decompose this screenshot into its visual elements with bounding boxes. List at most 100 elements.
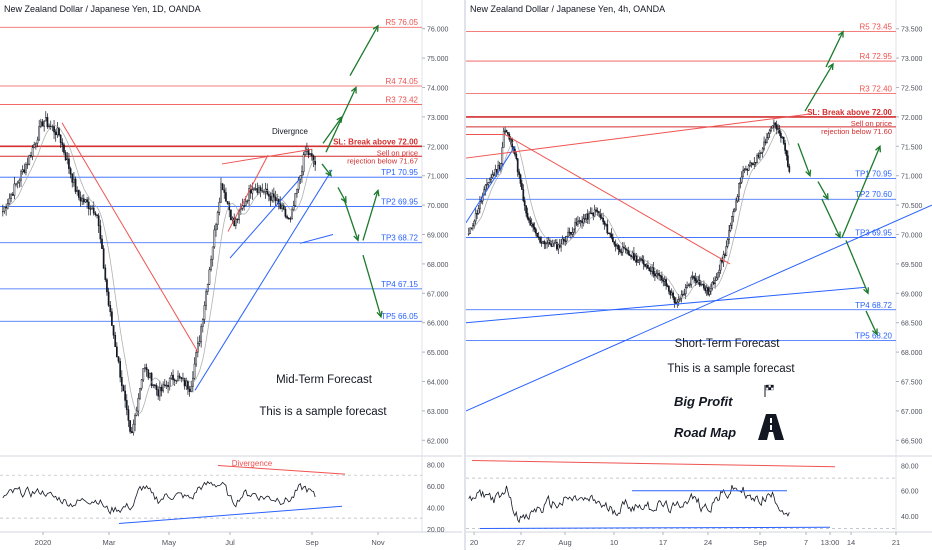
left-sell-note-2: rejection below 71.67 [347,156,418,165]
right-price-tick-label: 72.000 [901,115,923,122]
candle-body [92,207,95,214]
candle-body [193,363,196,379]
candle-body [187,380,189,390]
candle-body [160,387,163,392]
candle-body [41,121,44,127]
right-level-label: SL: Break above 72.00 [807,108,892,117]
candle-body [679,297,681,301]
candle-body [165,384,168,387]
right-level-label: R5 73.45 [860,23,893,32]
right-trendline [465,286,866,324]
right-forecast-arrow-head [871,328,878,336]
right-price-tick-label: 71.000 [901,174,923,181]
candle-body [551,242,554,247]
candle-body [620,251,623,253]
candle-body [627,250,630,255]
candle-body [782,136,785,144]
right-rsi-trendline [471,460,836,468]
candle-body [56,127,59,136]
candle-body [645,264,648,267]
right-time-tick-label: 27 [517,538,525,547]
candle-body [656,273,659,275]
candle-body [158,387,161,397]
candle-body [488,179,491,183]
candle-body [621,246,624,253]
candle-body [635,255,638,263]
candle-body [150,372,153,386]
candle-body [543,241,546,245]
panel-separator[interactable] [464,0,466,550]
left-rsi-trendline [217,465,346,475]
candle-body [586,213,589,220]
left-rsi-trendline [118,505,343,524]
candle-body [102,248,105,269]
candle-body [203,305,206,320]
candle-body [8,198,11,204]
candle-body [86,199,88,203]
candle-body [208,269,211,285]
candle-body [591,212,593,215]
left-trendline [61,122,199,353]
candle-body [777,128,779,130]
candle-body [147,369,150,378]
left-level-label: R3 73.42 [386,96,419,105]
candle-body [640,258,642,260]
candle-body [760,151,763,154]
left-rsi-tick-label: 60.00 [427,484,445,491]
candle-body [205,291,207,306]
right-forecast-arrow [817,181,829,200]
candle-body [633,252,635,261]
candle-body [670,292,673,296]
candle-body [81,198,84,202]
candle-body [23,169,26,173]
right-forecast-arrow-head [822,193,829,201]
right-forecast-arrow-head [827,62,834,71]
candle-body [613,241,616,245]
right-sell-note-2: rejection below 71.60 [821,127,892,136]
candle-body [268,193,270,197]
right-price-tick-label: 69.500 [901,262,923,269]
candle-body [274,196,277,201]
candle-body [638,259,641,261]
candle-body [114,335,117,348]
candle-body [82,198,85,203]
candle-body [684,287,687,295]
candle-body [64,152,67,161]
candle-body [162,384,164,392]
right-time-tick-label: 13:00 [821,538,840,547]
candle-body [663,279,666,282]
candle-body [749,162,751,167]
candle-body [536,233,539,238]
candle-body [144,367,146,369]
right-level-label: TP1 70.95 [855,170,892,179]
candle-body [537,236,540,239]
candle-body [704,287,707,292]
right-price-tick-label: 73.500 [901,27,923,34]
left-level-label: SL: Break above 72.00 [333,137,418,146]
candle-body [302,154,305,172]
right-forecast-arrow-head [837,30,844,38]
right-trendline [465,146,516,224]
candle-body [600,217,603,219]
right-forecast-arrow-head [834,231,841,239]
candle-body [109,305,112,312]
candle-body [474,213,477,222]
candle-body [761,148,764,153]
candle-body [568,231,571,234]
checkered-flag-icon-cell [770,384,774,388]
right-time-tick-label: 10 [610,538,618,547]
candle-body [112,325,115,336]
candle-body [470,227,473,229]
left-forecast-arrow-head [336,115,343,123]
candle-body [33,143,36,149]
left-level-label: R4 74.05 [386,77,419,86]
candle-body [281,205,283,209]
candle-body [10,194,12,199]
candle-body [220,183,222,203]
candle-body [477,208,480,214]
candle-body [677,299,680,303]
candle-body [498,165,501,170]
right-time-tick-label: 20 [470,538,478,547]
